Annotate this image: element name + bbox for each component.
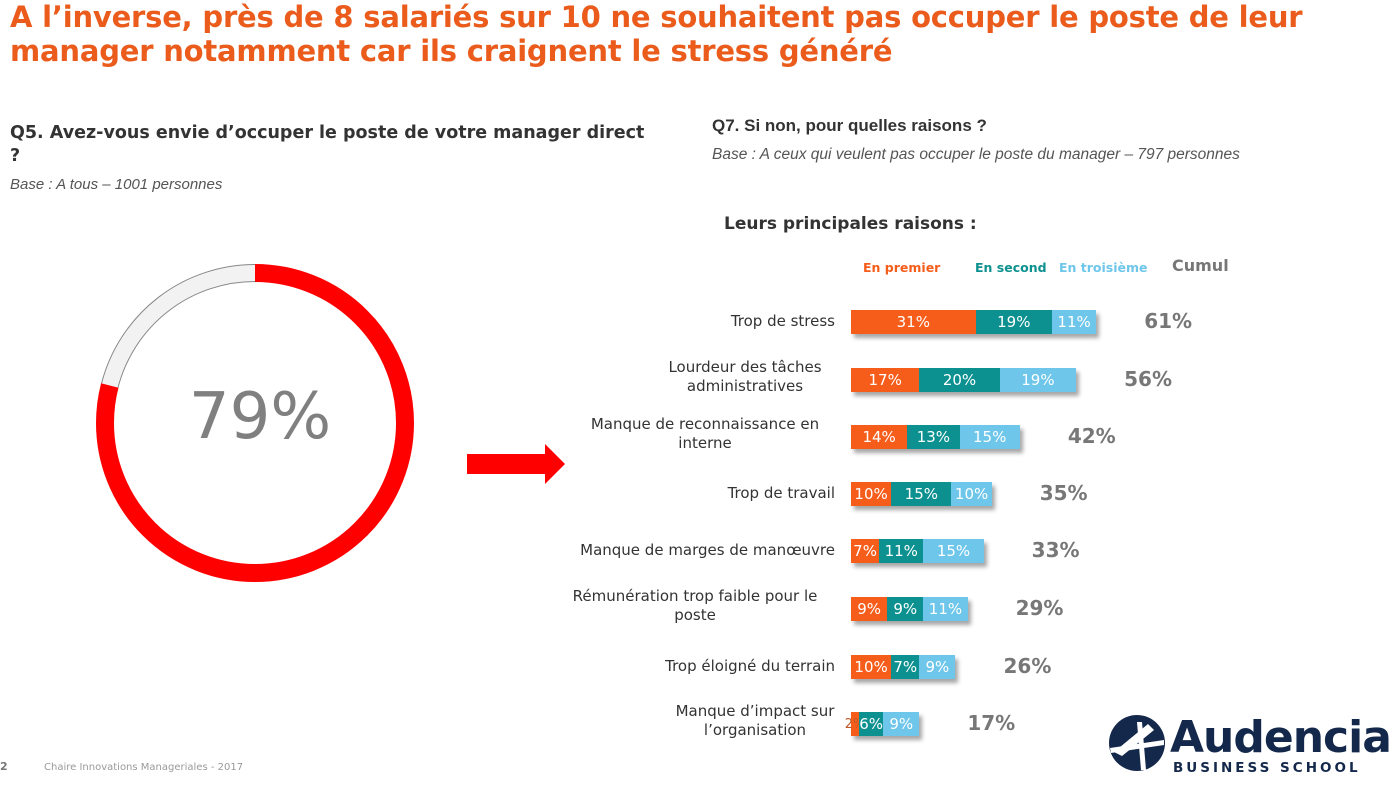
logo-subtitle: BUSINESS SCHOOL (1173, 760, 1361, 776)
q7-question: Q7. Si non, pour quelles raisons ? (712, 116, 987, 136)
q5-base: Base : A tous – 1001 personnes (10, 176, 222, 193)
category-label: Manque de reconnaissance en interne (575, 415, 835, 453)
bar-segment-second: 9% (887, 597, 923, 621)
audencia-logo-icon (1106, 712, 1168, 774)
bar-segment-third: 11% (1052, 310, 1096, 334)
stacked-bar: 2% 6% 9% (851, 712, 919, 736)
stacked-bar: 17% 20% 19% (851, 368, 1076, 392)
logo-name: Audencia (1170, 712, 1391, 763)
bar-segment-first: 9% (851, 597, 887, 621)
bar-segment-first: 2% (851, 712, 859, 736)
category-label: Manque d’impact sur l’organisation (675, 702, 835, 740)
bar-segment-third: 19% (1000, 368, 1076, 392)
slide-title-line-1: A l’inverse, près de 8 salariés sur 10 n… (10, 0, 1302, 34)
category-label: Lourdeur des tâches administratives (655, 358, 835, 396)
bar-segment-second: 20% (919, 368, 999, 392)
stacked-bar: 10% 7% 9% (851, 655, 955, 679)
category-label: Trop de travail (728, 484, 835, 503)
bar-segment-third: 15% (960, 425, 1020, 449)
category-label: Rémunération trop faible pour le poste (555, 587, 835, 625)
bar-segment-third: 9% (919, 655, 955, 679)
bar-segment-third: 10% (951, 482, 991, 506)
legend-en-second: En second (975, 260, 1047, 275)
bar-segment-first: 10% (851, 655, 891, 679)
legend-en-troisieme: En troisième (1059, 260, 1148, 275)
stacked-bar: 9% 9% 11% (851, 597, 968, 621)
cumul-value: 56% (1124, 367, 1172, 391)
bar-segment-first: 17% (851, 368, 919, 392)
cumul-value: 17% (967, 711, 1015, 735)
bar-segment-first: 7% (851, 539, 879, 563)
bar-segment-third: 15% (923, 539, 983, 563)
bar-segment-second: 19% (976, 310, 1052, 334)
arrow-right-icon (465, 444, 565, 484)
stacked-bar: 31% 19% 11% (851, 310, 1096, 334)
category-label: Trop éloigné du terrain (665, 657, 835, 676)
bar-segment-second: 7% (891, 655, 919, 679)
category-label: Trop de stress (731, 312, 835, 331)
bar-segment-second: 11% (879, 539, 923, 563)
bar-segment-second: 6% (859, 712, 883, 736)
stacked-bar: 7% 11% 15% (851, 539, 984, 563)
q7-base: Base : A ceux qui veulent pas occuper le… (712, 146, 1240, 164)
legend-cumul: Cumul (1172, 256, 1229, 275)
bar-segment-third: 9% (883, 712, 919, 736)
bar-segment-second: 13% (907, 425, 959, 449)
page-number: 2 (0, 760, 8, 773)
cumul-value: 26% (1004, 654, 1052, 678)
legend-en-premier: En premier (863, 260, 940, 275)
chart-subtitle: Leurs principales raisons : (724, 214, 977, 234)
bar-segment-first: 10% (851, 482, 891, 506)
slide-title-line-2: manager notamment car ils craignent le s… (10, 34, 1390, 68)
stacked-bar: 10% 15% 10% (851, 482, 992, 506)
cumul-value: 35% (1040, 481, 1088, 505)
cumul-value: 61% (1144, 309, 1192, 333)
bar-segment-second: 15% (891, 482, 951, 506)
donut-center-label: 79% (90, 380, 430, 454)
bar-segment-first: 31% (851, 310, 976, 334)
q5-question: Q5. Avez-vous envie d’occuper le poste d… (10, 122, 650, 168)
footer-text: Chaire Innovations Manageriales - 2017 (44, 762, 243, 773)
bar-segment-first: 14% (851, 425, 907, 449)
category-label: Manque de marges de manœuvre (580, 541, 835, 560)
slide-title: A l’inverse, près de 8 salariés sur 10 n… (10, 0, 1390, 68)
cumul-value: 33% (1032, 538, 1080, 562)
stacked-bar: 14% 13% 15% (851, 425, 1020, 449)
bar-segment-third: 11% (923, 597, 967, 621)
cumul-value: 29% (1016, 596, 1064, 620)
cumul-value: 42% (1068, 424, 1116, 448)
